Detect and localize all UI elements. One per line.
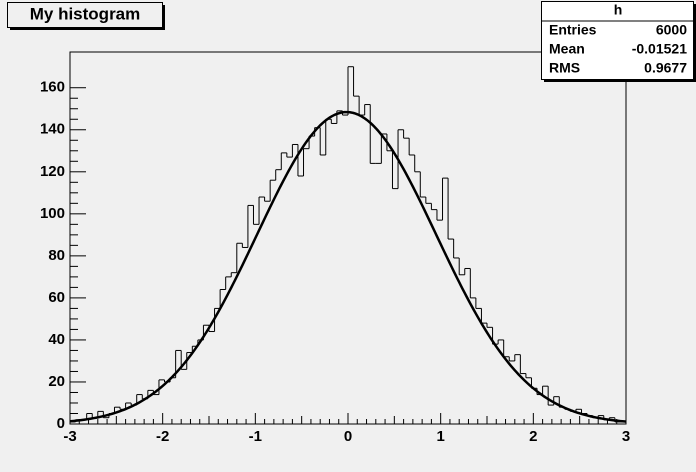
stats-label: Mean — [549, 41, 585, 57]
stats-box: h — [541, 1, 696, 82]
y-tick-label: 20 — [48, 373, 65, 390]
x-tick-label: -2 — [156, 428, 169, 445]
stats-frame — [541, 1, 694, 80]
stats-label: RMS — [549, 60, 580, 76]
stats-value: 6000 — [656, 22, 687, 38]
fit-curve — [69, 110, 627, 423]
y-tick-label: 60 — [48, 289, 65, 306]
x-tick-label: 1 — [436, 428, 444, 445]
chart-title: My histogram — [30, 4, 141, 23]
x-tick-label: 2 — [529, 428, 537, 445]
x-tick-label: 0 — [344, 428, 352, 445]
y-tick-label: 160 — [40, 79, 65, 96]
x-tick-label: 3 — [622, 428, 630, 445]
title-box — [7, 2, 163, 28]
stats-title: h — [614, 2, 623, 18]
x-tick-label: -1 — [249, 428, 262, 445]
y-tick-label: 100 — [40, 205, 65, 222]
stats-label: Entries — [549, 22, 597, 38]
x-tick-label: -3 — [63, 428, 76, 445]
y-tick-label: 120 — [40, 163, 65, 180]
y-tick-label: 0 — [57, 415, 65, 432]
stats-value: 0.9677 — [644, 60, 687, 76]
y-tick-label: 40 — [48, 331, 65, 348]
y-tick-label: 80 — [48, 247, 65, 264]
stats-value: -0.01521 — [632, 41, 687, 57]
y-tick-label: 140 — [40, 121, 65, 138]
